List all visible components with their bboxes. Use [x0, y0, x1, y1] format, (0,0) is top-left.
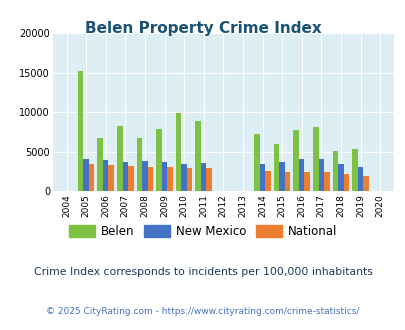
Bar [89, 164, 94, 191]
Bar [181, 164, 186, 191]
Bar [122, 162, 128, 191]
Bar [97, 138, 103, 191]
Bar [352, 149, 357, 191]
Bar [318, 159, 323, 191]
Bar [362, 176, 368, 191]
Bar [136, 138, 142, 191]
Text: Belen Property Crime Index: Belen Property Crime Index [84, 21, 321, 36]
Bar [147, 167, 153, 191]
Bar [284, 172, 290, 191]
Text: Crime Index corresponds to incidents per 100,000 inhabitants: Crime Index corresponds to incidents per… [34, 267, 371, 277]
Bar [83, 158, 89, 191]
Bar [264, 171, 270, 191]
Bar [103, 160, 108, 191]
Bar [142, 160, 147, 191]
Bar [332, 150, 337, 191]
Bar [128, 166, 133, 191]
Bar [254, 134, 259, 191]
Bar [175, 114, 181, 191]
Bar [259, 164, 264, 191]
Bar [293, 130, 298, 191]
Bar [337, 164, 343, 191]
Text: © 2025 CityRating.com - https://www.cityrating.com/crime-statistics/: © 2025 CityRating.com - https://www.city… [46, 307, 359, 316]
Legend: Belen, New Mexico, National: Belen, New Mexico, National [64, 220, 341, 243]
Bar [108, 165, 114, 191]
Bar [273, 144, 279, 191]
Bar [195, 121, 200, 191]
Bar [117, 126, 122, 191]
Bar [312, 127, 318, 191]
Bar [186, 168, 192, 191]
Bar [298, 159, 304, 191]
Bar [343, 174, 348, 191]
Bar [167, 167, 172, 191]
Bar [304, 172, 309, 191]
Bar [279, 162, 284, 191]
Bar [78, 71, 83, 191]
Bar [323, 172, 329, 191]
Bar [156, 129, 161, 191]
Bar [206, 168, 211, 191]
Bar [357, 167, 362, 191]
Bar [161, 162, 167, 191]
Bar [200, 163, 206, 191]
